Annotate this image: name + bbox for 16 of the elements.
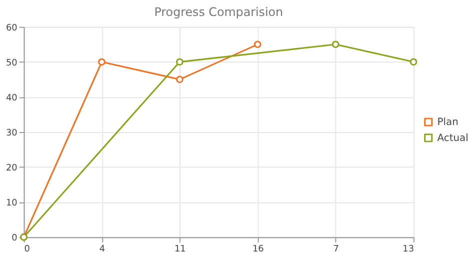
legend-label: Actual — [437, 132, 468, 144]
x-tick-label: 13 — [402, 244, 414, 254]
y-tick-label: 20 — [6, 163, 18, 174]
y-tick-label: 40 — [6, 93, 18, 104]
x-tick-label: 0 — [24, 244, 30, 254]
x-tick-label: 11 — [174, 244, 186, 254]
y-tick-label: 10 — [6, 198, 18, 209]
y-tick-label: 50 — [6, 58, 18, 68]
x-tick-label: 16 — [252, 244, 264, 254]
x-tick-label: 7 — [333, 244, 339, 254]
y-tick-label: 30 — [6, 128, 18, 138]
chart-title: Progress Comparision — [154, 4, 284, 19]
y-tick-label: 60 — [6, 23, 18, 34]
x-tick-label: 4 — [99, 244, 106, 254]
y-tick-label: 0 — [12, 234, 18, 244]
legend-label: Plan — [437, 117, 458, 128]
